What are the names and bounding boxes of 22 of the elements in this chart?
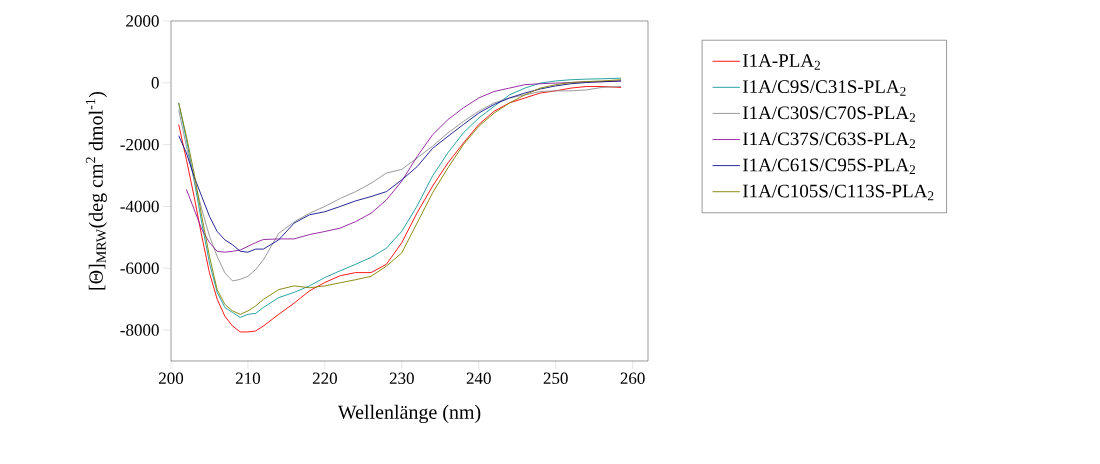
x-tick-label: 230 xyxy=(389,372,414,385)
line-series xyxy=(178,86,622,282)
y-tick-label: -8000 xyxy=(120,324,159,336)
legend-label: I1A/C61S/C95S-PLA$_{2}$ xyxy=(743,158,916,174)
legend-label: I1A/C105S/C113S-PLA$_{2}$ xyxy=(743,184,934,201)
legend-label: I1A/C30S/C70S-PLA$_{2}$ xyxy=(743,106,916,122)
y-axis-title: [Θ]$_{MRW}$(deg cm$^{2}$ dmol$^{-1}$) xyxy=(85,91,107,290)
x-tick-label: 260 xyxy=(620,372,645,385)
x-tick-label: 250 xyxy=(543,372,568,385)
y-tick-label: -6000 xyxy=(120,262,159,275)
y-tick-label: 2000 xyxy=(126,15,159,27)
y-tick-label: -4000 xyxy=(120,200,159,213)
legend-label: I1A-PLA$_{2}$ xyxy=(743,54,820,70)
y-tick-label: -2000 xyxy=(120,138,159,151)
x-tick-label: 200 xyxy=(159,372,184,385)
x-tick-label: 240 xyxy=(466,372,491,385)
x-tick-label: 210 xyxy=(235,372,261,385)
x-axis-title: Wellenlänge (nm) xyxy=(337,404,481,424)
legend-label: I1A/C37S/C63S-PLA$_{2}$ xyxy=(743,132,916,148)
y-tick-label: 0 xyxy=(151,77,159,89)
x-tick-label: 220 xyxy=(312,372,337,385)
legend-label: I1A/C9S/C31S-PLA$_{2}$ xyxy=(743,80,906,96)
